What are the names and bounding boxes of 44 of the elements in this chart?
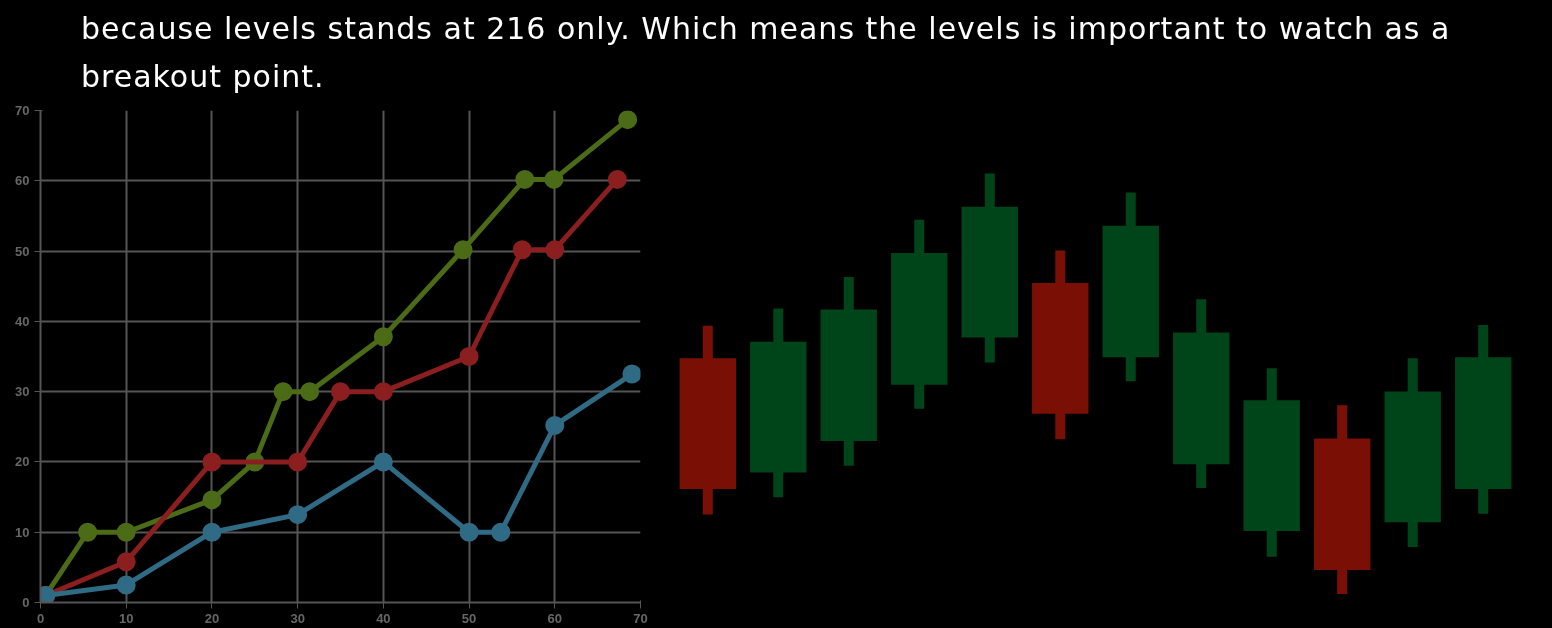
point <box>618 110 638 130</box>
point <box>453 240 473 260</box>
point <box>116 522 136 542</box>
x-tick-label: 60 <box>547 610 563 626</box>
y-tick-label: 70 <box>15 103 30 118</box>
point <box>459 522 479 542</box>
point <box>491 522 511 542</box>
point <box>373 327 393 347</box>
y-tick-label: 20 <box>15 454 30 470</box>
y-tick-label: 30 <box>15 384 30 400</box>
x-tick-label: 70 <box>633 610 648 626</box>
point <box>459 347 479 366</box>
y-tick-label: 10 <box>15 524 30 540</box>
x-tick-label: 0 <box>36 610 45 626</box>
point <box>512 240 532 260</box>
point <box>515 169 535 189</box>
x-tick-label: 40 <box>376 610 391 626</box>
point <box>288 452 308 472</box>
y-tick-label: 0 <box>22 595 30 610</box>
point <box>116 552 136 572</box>
point <box>202 522 222 542</box>
point <box>331 382 350 402</box>
point <box>300 382 320 402</box>
y-tick-label: 40 <box>15 313 30 329</box>
x-tick-label: 50 <box>461 610 477 626</box>
point <box>288 505 308 525</box>
point <box>622 364 641 384</box>
point <box>78 522 98 542</box>
point <box>273 382 293 402</box>
point <box>373 382 393 402</box>
point <box>544 169 564 189</box>
point <box>202 452 222 472</box>
y-tick-label: 60 <box>15 173 30 189</box>
point <box>373 452 393 472</box>
point <box>545 415 565 435</box>
point <box>202 490 222 510</box>
text: because levels stands at 216 only. Which means the levels is important to watch as a breakout point. <box>81 10 1452 96</box>
x-tick-label: 30 <box>290 610 305 626</box>
point <box>607 169 627 189</box>
x-tick-label: 10 <box>118 610 134 626</box>
point <box>116 575 136 595</box>
point <box>545 240 565 260</box>
x-tick-label: 20 <box>204 610 220 626</box>
y-tick-label: 50 <box>15 243 30 259</box>
